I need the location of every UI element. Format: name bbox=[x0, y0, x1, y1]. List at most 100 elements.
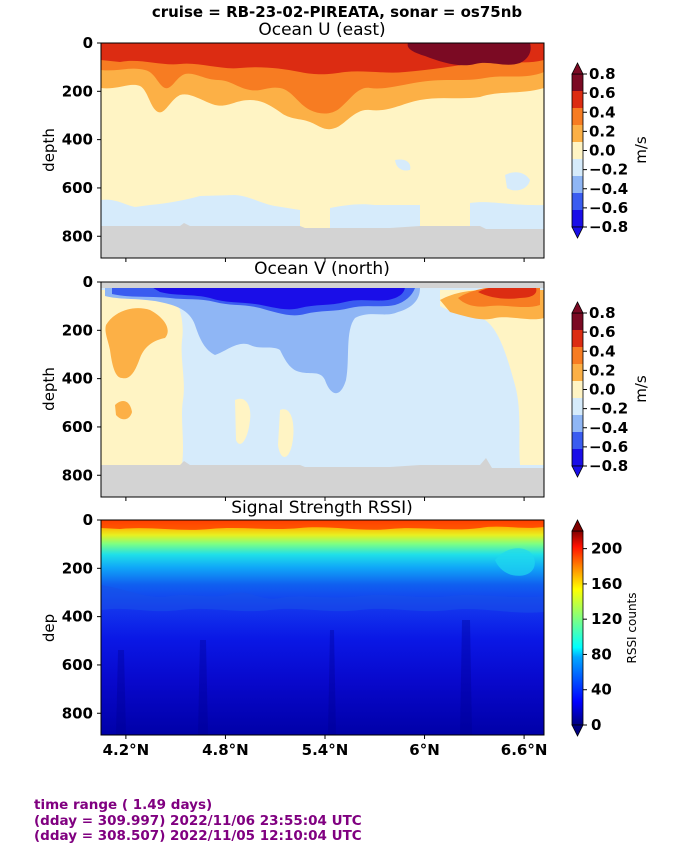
colorbar-top-arrow bbox=[571, 301, 584, 314]
colorbar-tick-label: 0.8 bbox=[589, 304, 616, 322]
y-tick-label: 200 bbox=[62, 82, 93, 100]
colorbar-band bbox=[572, 74, 583, 91]
panel-ocean-v: Ocean V (north) 0 200 400 600 800 depth −0.8… bbox=[40, 259, 650, 501]
y-tick-label: 0 bbox=[83, 511, 93, 529]
colorbar-band bbox=[572, 330, 583, 347]
colorbar-band bbox=[572, 364, 583, 381]
x-tick-label: 4.2°N bbox=[103, 741, 150, 759]
y-tick-label: 400 bbox=[62, 370, 93, 388]
v-contour-pos-left-0.2b bbox=[115, 400, 132, 420]
v-contour-neg-0.6 bbox=[150, 286, 405, 310]
colorbar-band bbox=[572, 125, 583, 142]
colorbar-band bbox=[572, 142, 583, 159]
u-yaxis: 0 200 400 600 800 bbox=[62, 34, 101, 245]
y-tick-label: 400 bbox=[62, 131, 93, 149]
colorbar-tick-label: −0.2 bbox=[589, 161, 628, 179]
colorbar-band bbox=[572, 381, 583, 398]
colorbar-band bbox=[572, 108, 583, 125]
rssi-ylabel: dep bbox=[40, 614, 58, 642]
rssi-dark-streaks bbox=[116, 620, 472, 735]
y-tick-label: 400 bbox=[62, 608, 93, 626]
y-tick-label: 800 bbox=[62, 704, 93, 722]
rssi-scatter-layer bbox=[101, 585, 544, 613]
panel-title: Signal Strength RSSI) bbox=[231, 498, 413, 518]
y-tick-label: 600 bbox=[62, 179, 93, 197]
y-tick-label: 200 bbox=[62, 321, 93, 339]
u-field bbox=[101, 43, 544, 258]
u-ylabel: depth bbox=[40, 128, 58, 172]
colorbar-band bbox=[572, 193, 583, 210]
time-range-footer: time range ( 1.49 days) (dday = 309.997)… bbox=[34, 797, 362, 845]
v-contour-pos-right bbox=[440, 290, 544, 465]
colorbar-tick-label: −0.4 bbox=[589, 180, 628, 198]
suptitle: cruise = RB-23-02-PIREATA, sonar = os75n… bbox=[152, 3, 523, 21]
v-bottom-mask bbox=[101, 458, 544, 497]
colorbar-top-arrow bbox=[571, 62, 584, 75]
colorbar-band bbox=[572, 432, 583, 449]
colorbar-tick-label: −0.6 bbox=[589, 199, 628, 217]
colorbar-tick-label: 0 bbox=[591, 716, 601, 734]
y-tick-label: 0 bbox=[83, 34, 93, 52]
rssi-axes-frame bbox=[100, 519, 545, 736]
v-colorbar-label: m/s bbox=[632, 375, 650, 403]
colorbar-band bbox=[572, 159, 583, 176]
colorbar-band bbox=[572, 415, 583, 432]
colorbar-tick-label: 0.6 bbox=[589, 323, 616, 341]
rssi-right-bump bbox=[495, 548, 535, 576]
v-contour-neg-0.2 bbox=[105, 288, 420, 394]
colorbar-tick-label: 120 bbox=[591, 610, 622, 628]
colorbar-tick-label: 80 bbox=[591, 645, 612, 663]
u-contour-neg-deep bbox=[101, 195, 544, 232]
rssi-colorbar-bottom-arrow bbox=[571, 724, 584, 737]
v-ylabel: depth bbox=[40, 367, 58, 411]
u-bottom-mask-edge bbox=[101, 223, 544, 258]
v-colorbar: −0.8−0.6−0.4−0.20.0 0.20.40.60.8 bbox=[571, 301, 628, 478]
y-tick-label: 200 bbox=[62, 559, 93, 577]
colorbar-tick-label: −0.4 bbox=[589, 419, 628, 437]
panel-title: Ocean U (east) bbox=[258, 20, 385, 40]
rssi-yaxis: 0 200 400 600 800 bbox=[62, 511, 101, 722]
colorbar-tick-label: 40 bbox=[591, 681, 612, 699]
colorbar-tick-label: −0.8 bbox=[589, 457, 628, 475]
rssi-colorbar-top-arrow bbox=[571, 519, 584, 532]
footer-line-2: (dday = 309.997) 2022/11/06 23:55:04 UTC bbox=[34, 812, 362, 829]
y-tick-label: 0 bbox=[83, 273, 93, 291]
x-tick-label: 6.6°N bbox=[501, 741, 548, 759]
colorbar-tick-label: −0.2 bbox=[589, 400, 628, 418]
y-tick-label: 600 bbox=[62, 656, 93, 674]
rssi-colorbar: 0 40 80 120 160 200 bbox=[571, 519, 622, 737]
u-xaxis bbox=[125, 258, 525, 262]
colorbar-bottom-arrow bbox=[571, 465, 584, 478]
y-tick-label: 800 bbox=[62, 466, 93, 484]
rssi-field bbox=[101, 520, 544, 735]
v-yaxis: 0 200 400 600 800 bbox=[62, 273, 101, 484]
colorbar-tick-label: 200 bbox=[591, 540, 622, 558]
panel-title: Ocean V (north) bbox=[254, 259, 390, 279]
rssi-background bbox=[101, 520, 544, 735]
u-colorbar: −0.8−0.6−0.4−0.20.0 0.20.40.60.8 bbox=[571, 62, 628, 239]
v-axes-frame bbox=[100, 281, 545, 498]
colorbar-tick-label: 0.2 bbox=[589, 361, 616, 379]
rssi-top-band bbox=[101, 520, 544, 530]
u-colorbar-label: m/s bbox=[632, 136, 650, 164]
colorbar-tick-label: −0.6 bbox=[589, 438, 628, 456]
u-contour-neg-patch bbox=[395, 159, 530, 191]
y-tick-label: 800 bbox=[62, 227, 93, 245]
colorbar-band bbox=[572, 176, 583, 193]
u-contour-0.8 bbox=[407, 43, 531, 66]
footer-line-3: (dday = 308.507) 2022/11/05 12:10:04 UTC bbox=[34, 828, 362, 844]
footer-line-1: time range ( 1.49 days) bbox=[34, 797, 213, 813]
colorbar-tick-label: 0.0 bbox=[589, 381, 616, 399]
colorbar-band bbox=[572, 91, 583, 108]
x-tick-label: 4.8°N bbox=[202, 741, 249, 759]
v-contour-pos-left-0.2 bbox=[105, 308, 168, 379]
colorbar-band bbox=[572, 347, 583, 364]
v-field bbox=[101, 282, 544, 497]
y-tick-label: 600 bbox=[62, 418, 93, 436]
v-xaxis bbox=[125, 497, 525, 501]
colorbar-tick-label: 0.6 bbox=[589, 84, 616, 102]
colorbar-tick-label: 0.8 bbox=[589, 65, 616, 83]
